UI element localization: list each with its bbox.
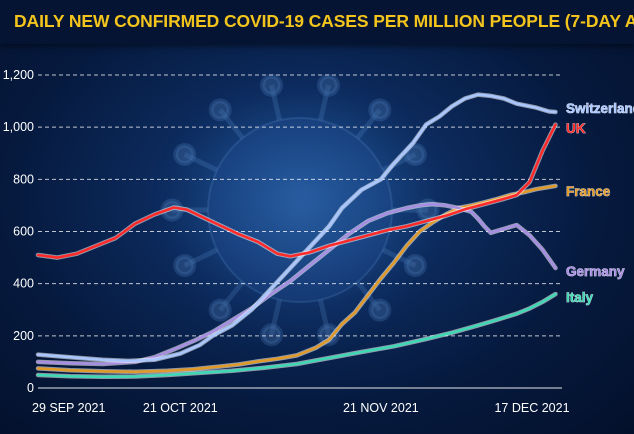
x-tick-label: 17 DEC 2021: [494, 401, 569, 415]
virus-spike: [318, 299, 331, 336]
series-label-italy: Italy: [566, 290, 594, 305]
series-label-france: France: [566, 184, 611, 199]
series-line-uk: [36, 123, 557, 259]
virus-spike-tip: [208, 98, 232, 122]
grid-lines: [38, 74, 562, 389]
x-axis-ticks: 29 SEP 2021 21 OCT 2021 21 NOV 2021 17 DEC …: [32, 401, 570, 415]
virus-spike: [218, 280, 245, 312]
series-line-italy: [36, 292, 557, 379]
y-tick-label: 0: [27, 381, 34, 395]
virus-spike: [269, 84, 282, 121]
virus-spike: [269, 299, 282, 336]
virus-spike: [318, 84, 331, 121]
virus-spike: [355, 108, 382, 140]
y-tick-label: 1,200: [3, 68, 34, 82]
virus-spike-tip: [316, 323, 340, 347]
virus-spike-tip: [260, 323, 284, 347]
series-labels: Switzerland UK France Germany Italy: [566, 101, 634, 306]
y-tick-label: 200: [13, 329, 34, 343]
virus-spike-tip: [316, 73, 340, 97]
x-tick-label: 21 NOV 2021: [343, 401, 419, 415]
series-line-germany: [36, 202, 557, 366]
title-bar: DAILY NEW CONFIRMED COVID-19 CASES PER M…: [0, 0, 634, 44]
virus-spike-tip: [403, 254, 427, 278]
y-tick-label: 800: [13, 172, 34, 186]
virus-spike-tip: [173, 254, 197, 278]
y-tick-label: 400: [13, 277, 34, 291]
series-label-switzerland: Switzerland: [566, 101, 634, 116]
virus-spike: [218, 108, 245, 140]
x-tick-label: 29 SEP 2021: [32, 401, 105, 415]
virus-spike: [183, 247, 219, 268]
virus-spike: [183, 152, 219, 173]
virus-spike-tip: [368, 298, 392, 322]
virus-spike-tip: [368, 98, 392, 122]
series-lines: [35, 92, 558, 380]
virus-spike-tip: [403, 142, 427, 166]
series-label-germany: Germany: [566, 264, 625, 279]
virus-spike-tip: [260, 73, 284, 97]
virus-spike-tip: [208, 298, 232, 322]
y-tick-label: 600: [13, 225, 34, 239]
chart-title: DAILY NEW CONFIRMED COVID-19 CASES PER M…: [14, 11, 634, 31]
y-axis-ticks: 0 200 400 600 800 1,000 1,200: [3, 68, 34, 395]
y-tick-label: 1,000: [3, 120, 34, 134]
x-tick-label: 21 OCT 2021: [143, 401, 218, 415]
virus-spike-tip: [173, 142, 197, 166]
series-line-switzerland: [36, 93, 557, 363]
series-label-uk: UK: [566, 121, 586, 136]
